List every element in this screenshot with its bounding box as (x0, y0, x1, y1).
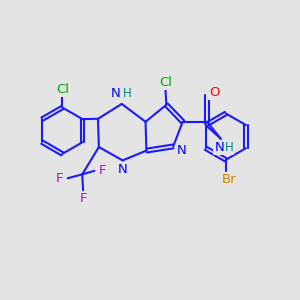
Text: N: N (214, 141, 224, 154)
Text: Cl: Cl (56, 82, 69, 96)
Text: H: H (225, 141, 233, 154)
Text: N: N (177, 144, 187, 158)
Text: O: O (209, 86, 220, 99)
Text: F: F (99, 164, 106, 177)
Text: N: N (118, 163, 128, 176)
Text: Cl: Cl (159, 76, 172, 89)
Text: F: F (80, 192, 87, 205)
Text: N: N (110, 87, 120, 100)
Text: F: F (56, 172, 63, 185)
Text: H: H (123, 87, 131, 100)
Text: Br: Br (221, 172, 236, 186)
